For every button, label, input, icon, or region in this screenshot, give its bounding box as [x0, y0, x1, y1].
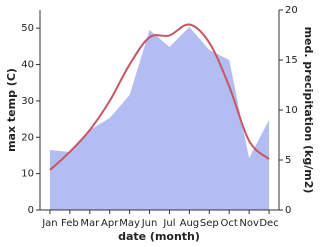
y-tick-label: 0: [28, 205, 34, 216]
y2-tick-label: 20: [285, 5, 298, 16]
x-tick-label: May: [119, 218, 140, 229]
y2-axis-title: med. precipitation (kg/m2): [302, 27, 315, 194]
temperature-line: [49, 23, 270, 171]
y2-tick-label: 0: [285, 205, 291, 216]
y2-tick-label: 5: [285, 155, 291, 166]
x-tick-label: Jun: [141, 218, 158, 229]
x-tick-label: Jul: [162, 218, 175, 229]
x-axis-title: date (month): [118, 230, 200, 243]
x-tick-label: Jan: [41, 218, 57, 229]
x-tick-label: Oct: [221, 218, 238, 229]
y2-tick-label: 10: [285, 105, 298, 116]
y-tick-label: 10: [21, 169, 34, 180]
x-tick-label: Mar: [80, 218, 100, 229]
y-tick-label: 20: [21, 132, 34, 143]
x-tick-label: Aug: [180, 218, 200, 229]
x-tick-label: Feb: [61, 218, 79, 229]
y-tick-label: 40: [21, 60, 34, 71]
y-axis-title: max temp (C): [5, 68, 18, 152]
y-tick-label: 50: [21, 23, 34, 34]
x-tick-label: Sep: [200, 218, 219, 229]
y-tick-label: 30: [21, 96, 34, 107]
x-tick-label: Nov: [239, 218, 259, 229]
x-tick-label: Apr: [101, 218, 119, 229]
precipitation-area: [49, 27, 270, 210]
x-tick-label: Dec: [259, 218, 278, 229]
y2-tick-label: 15: [285, 55, 298, 66]
